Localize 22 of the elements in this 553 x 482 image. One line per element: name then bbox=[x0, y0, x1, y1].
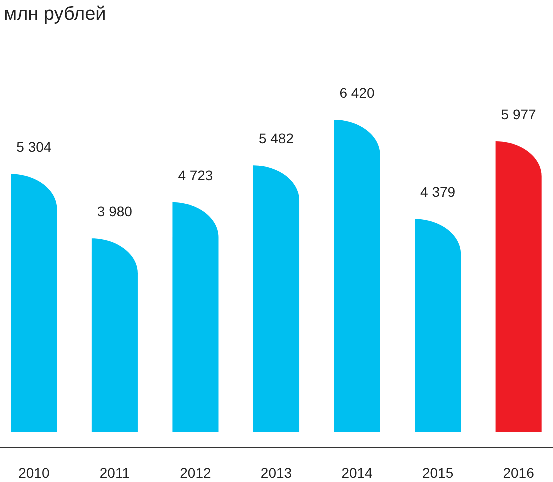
data-label: 3 980 bbox=[97, 204, 133, 220]
x-tick-label: 2016 bbox=[503, 465, 535, 481]
x-tick-label: 2011 bbox=[100, 465, 130, 481]
x-tick-label: 2014 bbox=[342, 465, 374, 481]
bar bbox=[415, 219, 462, 432]
bar bbox=[253, 166, 300, 432]
bar bbox=[11, 174, 58, 432]
bar bbox=[172, 202, 219, 432]
data-label: 4 723 bbox=[178, 167, 214, 184]
bar bbox=[334, 120, 380, 432]
data-label: 6 420 bbox=[340, 85, 375, 101]
chart-title: млн рублей bbox=[4, 4, 106, 25]
bar bbox=[92, 238, 138, 432]
x-tick-label: 2013 bbox=[260, 465, 292, 481]
bar bbox=[496, 142, 542, 432]
data-label: 5 304 bbox=[16, 139, 52, 156]
data-label: 5 977 bbox=[501, 106, 537, 123]
x-tick-label: 2010 bbox=[18, 465, 50, 481]
data-label: 4 379 bbox=[420, 184, 456, 200]
x-tick-label: 2015 bbox=[422, 465, 454, 481]
x-tick-label: 2012 bbox=[180, 465, 212, 481]
data-label: 5 482 bbox=[258, 130, 294, 147]
